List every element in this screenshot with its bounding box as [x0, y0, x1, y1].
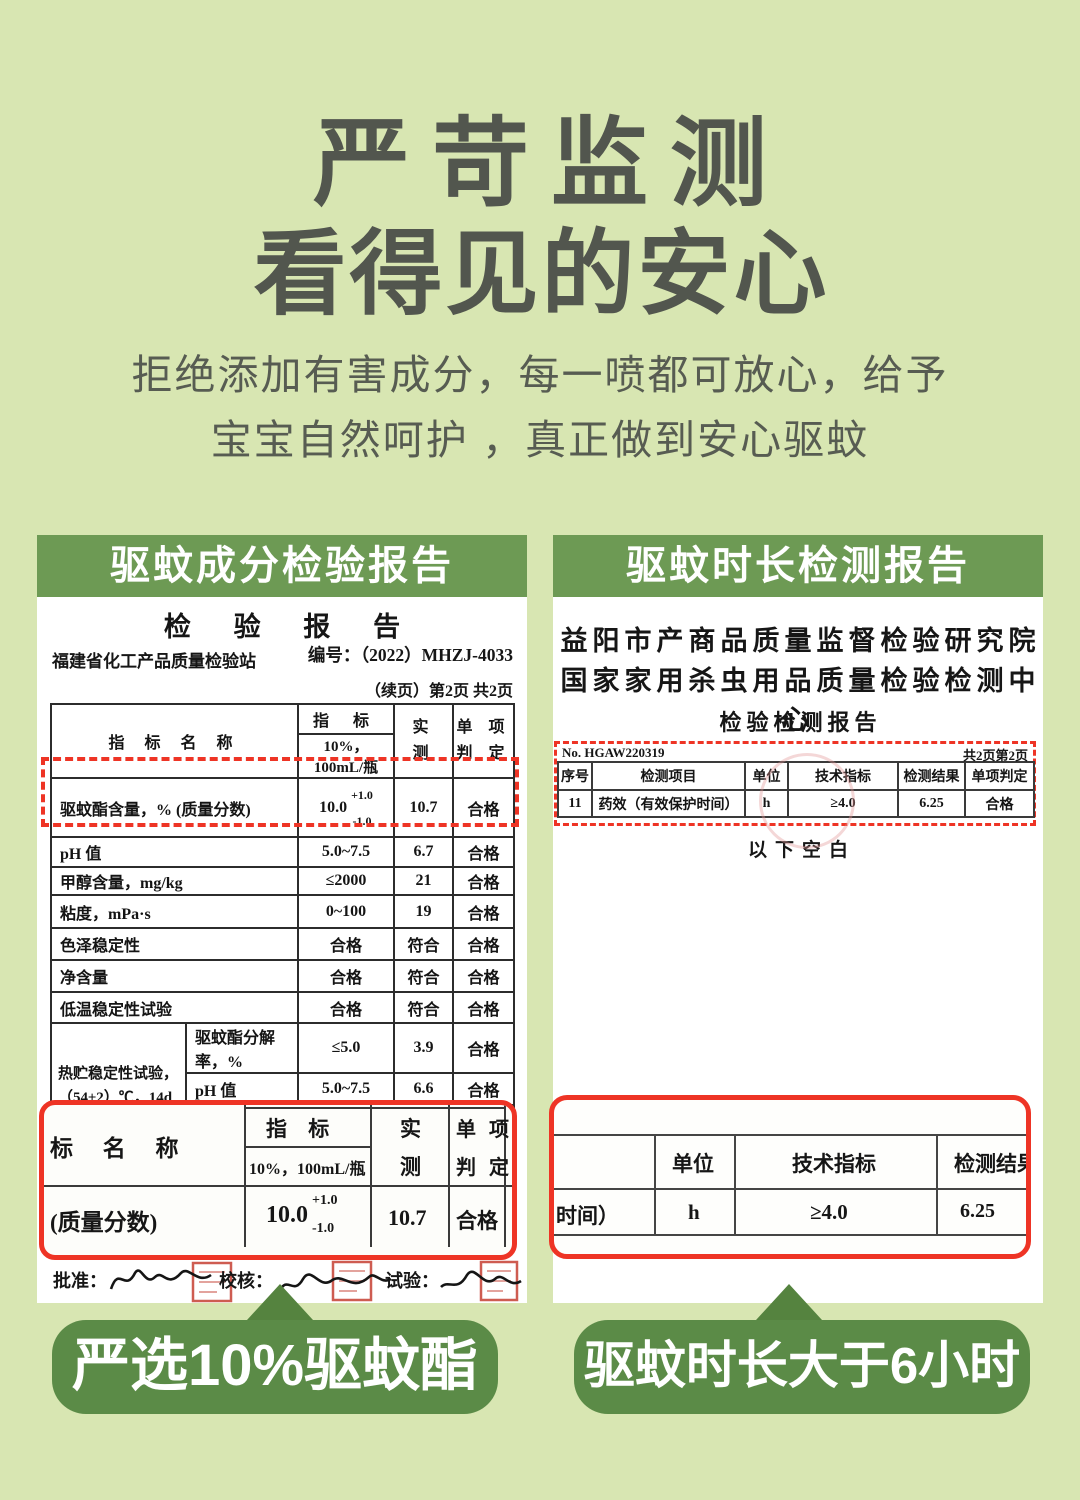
table-row-heat-decomp: 热贮稳定性试验， （54±2）℃，14d 驱蚊酯分解率，% ≤5.0 3.9 合格: [50, 1022, 516, 1150]
report-serial-no: 编号：（2022）MHZJ-4033: [307, 645, 513, 665]
page-title-line2: 看得见的安心: [253, 222, 830, 326]
zoom-col-name: 标 名 称: [50, 1136, 191, 1161]
duration-report-banner: 驱蚊时长检测报告: [553, 535, 1043, 597]
signature-row: 批准： 校核： 试验：: [37, 1259, 527, 1303]
rzoom-row-spec: ≥4.0: [810, 1200, 848, 1224]
rzoom-row-result: 6.25: [960, 1200, 995, 1222]
test-signature-stamp: [440, 1260, 522, 1302]
check-signature-stamp: [277, 1260, 392, 1302]
signature-check: 校核：: [219, 1259, 401, 1303]
report-doc-title: 检 验 报 告: [163, 612, 419, 642]
signature-approve: 批准：: [53, 1259, 235, 1303]
col-header-spec-sub: 10%，100mL/瓶: [313, 739, 379, 776]
report-number: No. HGAW220319: [562, 745, 665, 760]
rzoom-col-spec: 技术指标: [792, 1152, 876, 1176]
page-subtitle-line1: 拒绝添加有害成分，每一喷都可放心，给予: [131, 352, 949, 398]
zoom-row-verdict: 合格: [456, 1209, 498, 1233]
table-header-row: 指 标 名 称 指 标 实测 单 项判 定: [49, 703, 516, 779]
zoom-row-name: (质量分数): [50, 1210, 158, 1235]
duration-doc-title: 检验检测报告: [719, 710, 882, 735]
signature-test: 试验：: [385, 1259, 527, 1303]
table-row-ph: pH 值 5.0~7.5 6.7 合格: [49, 836, 516, 868]
zoom-row-spec: 10.0 +1.0 -1.0: [266, 1193, 338, 1236]
badge-duration: 驱蚊时长大于6小时: [574, 1320, 1030, 1414]
col-header-spec: 指 标: [313, 713, 380, 730]
highlight-dashed-box: [41, 757, 519, 827]
testing-institute-line1: 益阳市产商品质量监督检验研究院: [560, 626, 1041, 656]
badge-ingredient: 严选10%驱蚊酯: [52, 1320, 498, 1414]
table-row-net-content: 净含量 合格 符合 合格: [49, 959, 516, 993]
faint-round-stamp: [759, 753, 855, 849]
ingredient-zoom-callout: 标 名 称 指 标 10%，100mL/瓶 实 测 单 项 判 定 (质量分数)…: [39, 1100, 517, 1260]
page-title-line1: 严苛监测: [313, 109, 789, 218]
rzoom-row-unit: h: [688, 1200, 700, 1224]
table-row-viscosity: 粘度，mPa·s 0~100 19 合格: [49, 894, 516, 929]
zoom-row-measured: 10.7: [388, 1205, 427, 1230]
duration-report-card: 驱蚊时长检测报告 益阳市产商品质量监督检验研究院 国家家用杀虫用品质量检验检测中…: [549, 535, 1043, 1303]
report-no-row: No. HGAW220319 共2页第2页: [557, 744, 1033, 763]
testing-institute-line2: 国家家用杀虫用品质量检验检测中心: [560, 666, 1041, 735]
rzoom-col-result: 检测结果: [954, 1152, 1031, 1176]
zoom-col-spec-sub: 10%，100mL/瓶: [249, 1161, 366, 1178]
report-page-count: 共2页第2页: [962, 748, 1028, 763]
inspection-station: 福建省化工产品质量检验站: [52, 652, 256, 671]
report-page-info: （续页）第2页 共2页: [364, 683, 513, 700]
zoom-col-spec: 指 标: [266, 1117, 338, 1141]
table-row-low-temp: 低温稳定性试验 合格 符合 合格: [49, 991, 516, 1024]
col-header-name: 指 标 名 称: [108, 735, 241, 752]
table-row-methanol: 甲醇含量，mg/kg ≤2000 21 合格: [49, 866, 516, 896]
ingredient-report-card: 驱蚊成分检验报告 检 验 报 告 福建省化工产品质量检验站 编号：（2022）M…: [37, 535, 527, 1303]
page-subtitle-line2: 宝宝自然呵护 ，真正做到安心驱蚊: [210, 417, 870, 463]
table-row-color-stability: 色泽稳定性 合格 符合 合格: [49, 927, 516, 961]
table-header-row2: 10%，100mL/瓶: [51, 733, 514, 779]
table-row-repellent-content: 驱蚊酯含量，% (质量分数) 10.0 +1.0 -1.0 10.7 合格: [49, 777, 516, 838]
rzoom-col-unit: 单位: [672, 1152, 714, 1176]
ingredient-report-banner: 驱蚊成分检验报告: [37, 535, 527, 597]
duration-zoom-callout: 单位 技术指标 检测结果 时间） h ≥4.0 6.25: [549, 1095, 1031, 1259]
approve-signature-stamp: [109, 1261, 233, 1303]
rzoom-row-name: 时间）: [556, 1204, 619, 1228]
